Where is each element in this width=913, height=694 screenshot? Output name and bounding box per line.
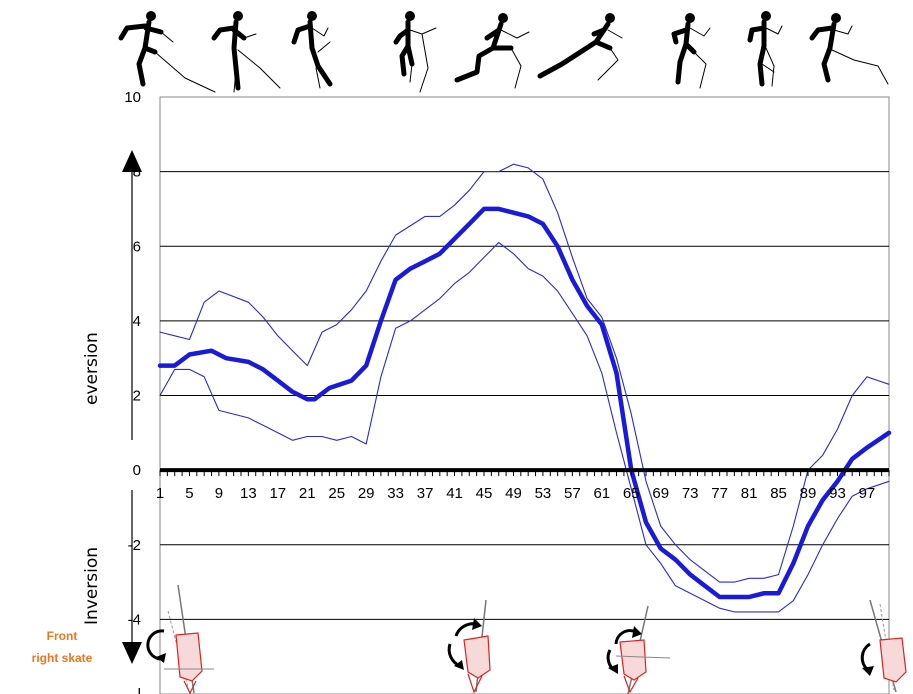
- skater-pose-icon-7: [671, 13, 711, 89]
- x-tick-label: 57: [564, 485, 581, 502]
- skater-pose-icon-6: [537, 13, 623, 81]
- x-tick-label: 25: [328, 485, 345, 502]
- mean-series-line: [157, 206, 892, 600]
- x-tick-label: 49: [505, 485, 522, 502]
- skate-diagram-icon-1: [146, 584, 214, 694]
- inversion-label: Inversion: [82, 547, 102, 625]
- x-tick-label: 41: [446, 485, 463, 502]
- lower-band-series-line: [159, 241, 890, 613]
- x-tick-label: 89: [800, 485, 817, 502]
- skater-pose-icon-2: [211, 11, 281, 93]
- front-label: Front: [47, 629, 78, 643]
- x-tick-label: 93: [829, 485, 846, 502]
- y-tick-label: -4: [128, 611, 141, 628]
- inversion-arrow: [122, 490, 142, 664]
- eversion-arrow: [122, 150, 142, 440]
- zero-axis: [159, 468, 890, 477]
- x-tick-label: 13: [240, 485, 257, 502]
- x-tick-label: 81: [741, 485, 758, 502]
- x-tick-label: 97: [859, 485, 876, 502]
- x-tick-label: 17: [269, 485, 286, 502]
- y-tick-label: 4: [133, 313, 141, 330]
- skater-pose-icons: [118, 11, 889, 93]
- right-skate-label: right skate: [32, 651, 93, 665]
- x-tick-label: 53: [535, 485, 552, 502]
- x-tick-label: 33: [387, 485, 404, 502]
- y-axis-tick-labels: 10 8 6 4 2 0 -2 -4 -l: [124, 89, 141, 694]
- x-tick-label: 69: [652, 485, 669, 502]
- x-tick-label: 9: [215, 485, 223, 502]
- x-tick-label: 37: [417, 485, 434, 502]
- y-tick-label: -l: [133, 686, 141, 694]
- x-tick-label: 45: [476, 485, 493, 502]
- skate-diagram-icon-4: [860, 599, 907, 693]
- upper-band-series-line: [159, 163, 890, 583]
- x-tick-label: 61: [593, 485, 610, 502]
- skate-diagram-icon-3: [606, 605, 671, 694]
- y-tick-label: 8: [133, 164, 141, 181]
- x-tick-label: 73: [682, 485, 699, 502]
- skater-pose-icon-1: [118, 11, 216, 93]
- x-tick-label: 29: [358, 485, 375, 502]
- skate-diagram-icon-2: [447, 599, 491, 694]
- skater-pose-icon-5: [454, 13, 530, 89]
- y-tick-label: 0: [133, 462, 141, 479]
- skater-pose-icon-4: [393, 11, 437, 93]
- x-tick-label: 1: [156, 485, 164, 502]
- y-tick-label: 6: [133, 238, 141, 255]
- y-tick-label: 2: [133, 388, 141, 405]
- x-axis-tick-labels: 1 5 9 13 17 21 25 29 33 37 41 45 49 53 57 61 65 69 73 77 81 8…: [156, 485, 875, 502]
- skater-pose-icon-3: [291, 11, 333, 89]
- skater-pose-icon-9: [809, 13, 889, 85]
- skater-pose-icon-8: [747, 11, 783, 87]
- x-tick-label: 21: [299, 485, 316, 502]
- y-tick-label: 10: [124, 89, 141, 106]
- x-tick-label: 77: [711, 485, 728, 502]
- series-layer: [157, 163, 892, 613]
- x-tick-label: 5: [185, 485, 193, 502]
- gridlines: [160, 171, 889, 620]
- x-tick-label: 65: [623, 485, 640, 502]
- eversion-label: eversion: [82, 332, 102, 405]
- y-tick-label: -2: [128, 537, 141, 554]
- x-tick-label: 85: [770, 485, 787, 502]
- skate-diagrams: [146, 584, 907, 694]
